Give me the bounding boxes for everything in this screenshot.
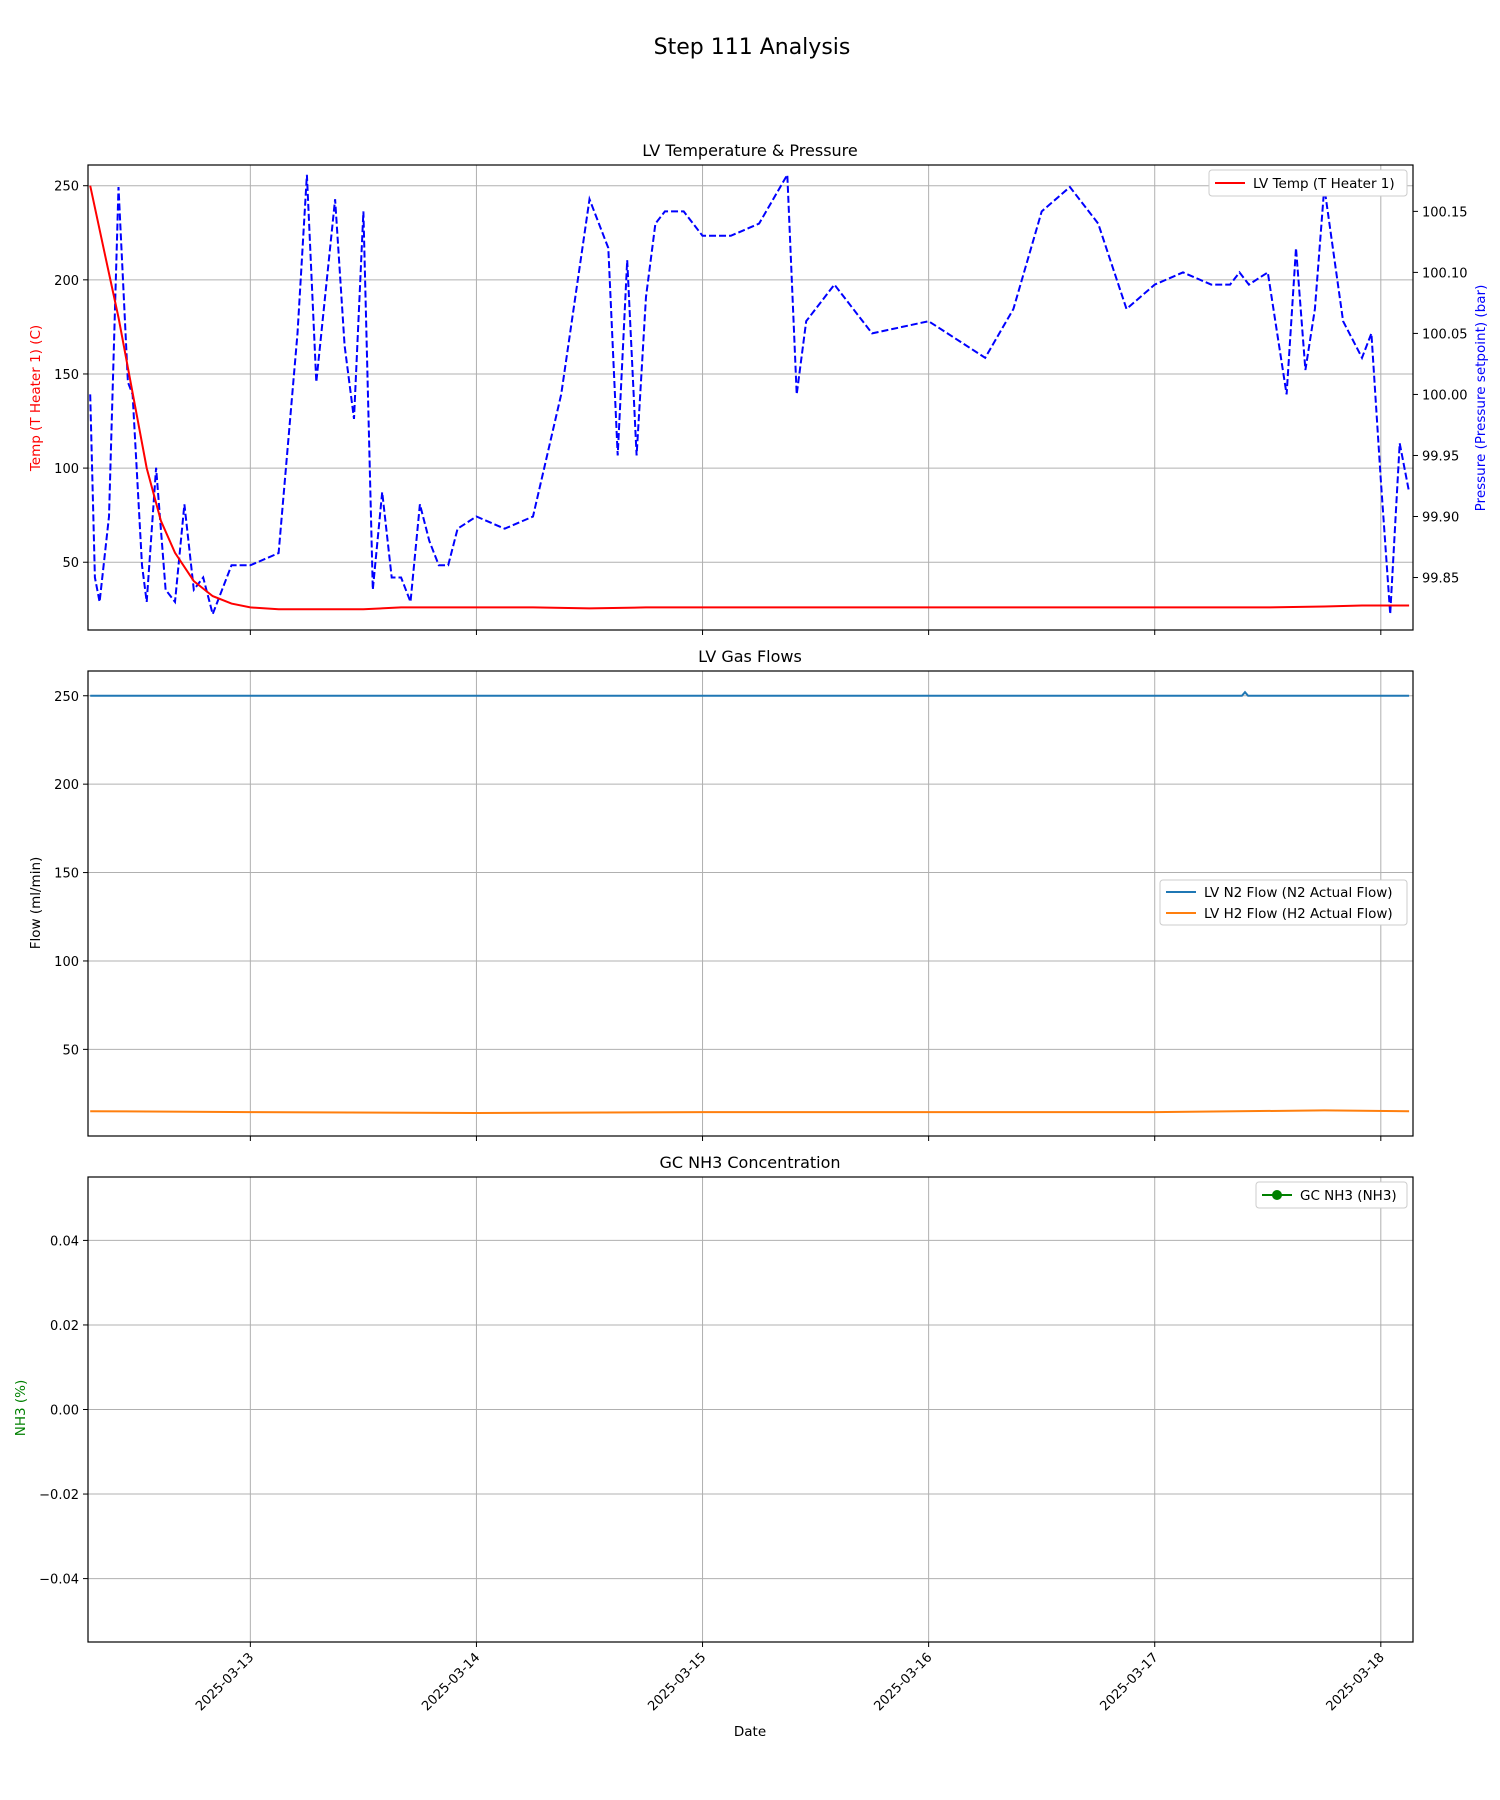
y-tick-label-right: 100.00 <box>1422 388 1468 403</box>
y-tick-label: 200 <box>54 274 79 289</box>
x-tick-label: 2025-03-17 <box>1098 1650 1162 1714</box>
x-tick-label: 2025-03-18 <box>1324 1650 1388 1714</box>
legend-entry-temp: LV Temp (T Heater 1) <box>1253 176 1395 192</box>
legend-entry-h2: LV H2 Flow (H2 Actual Flow) <box>1204 906 1393 922</box>
panel-title: GC NH3 Concentration <box>659 1153 840 1172</box>
x-tick-label: 2025-03-15 <box>645 1650 709 1714</box>
series-line-h2-flow <box>90 1109 1410 1115</box>
y-axis-label: Flow (ml/min) <box>28 857 44 950</box>
y-tick-label: 250 <box>54 180 79 195</box>
y-tick-label: 100 <box>54 462 79 477</box>
y-tick-label: 50 <box>62 1043 79 1058</box>
legend-entry-n2: LV N2 Flow (N2 Actual Flow) <box>1204 885 1393 901</box>
y-tick-label: 150 <box>54 867 79 882</box>
y-tick-label: 0.04 <box>50 1234 79 1249</box>
legend: GC NH3 (NH3) <box>1255 1181 1408 1209</box>
x-tick-label: 2025-03-16 <box>871 1650 935 1714</box>
x-axis-label: Date <box>734 1724 766 1740</box>
plot-area-frame <box>87 670 1414 1137</box>
grid <box>88 1177 1413 1642</box>
y-tick-label: 150 <box>54 368 79 383</box>
y-axis-label-right: Pressure (Pressure setpoint) (bar) <box>1473 285 1489 512</box>
series-line-pressure <box>89 171 1411 618</box>
y-tick-label: −0.04 <box>39 1573 79 1588</box>
panel-temperature-pressure: LV Temperature & Pressure 50 100 150 200 250… <box>28 141 1489 635</box>
legend-box <box>1208 169 1408 197</box>
y-tick-label: 0.02 <box>50 1319 79 1334</box>
grid <box>88 671 1413 1136</box>
panel-title: LV Gas Flows <box>698 647 802 666</box>
y-tick-label-right: 100.05 <box>1422 327 1468 342</box>
plot-area-frame <box>87 164 1414 631</box>
y-tick-label: 250 <box>54 690 79 705</box>
y-tick-label: 200 <box>54 778 79 793</box>
y-tick-labels-left: 0.04 0.02 0.00 −0.02 −0.04 <box>39 1234 79 1587</box>
x-tick-label: 2025-03-13 <box>193 1650 257 1714</box>
series-line-n2-flow <box>90 690 1410 697</box>
y-tick-label-right: 100.10 <box>1422 266 1468 281</box>
y-tick-label: 0.00 <box>50 1404 79 1419</box>
legend-marker-nh3 <box>1272 1190 1282 1200</box>
y-tick-labels-left: 50 100 150 200 250 <box>54 690 79 1059</box>
y-tick-label: 100 <box>54 955 79 970</box>
legend-entry-nh3: GC NH3 (NH3) <box>1300 1188 1397 1204</box>
panel-nh3-concentration: GC NH3 Concentration 0.04 0.02 0.00 −0.02 −0… <box>13 1153 1414 1647</box>
legend: LV Temp (T Heater 1) <box>1208 169 1408 197</box>
y-tick-label-right: 99.90 <box>1422 510 1459 525</box>
y-tick-label: 50 <box>62 556 79 571</box>
legend-box <box>1159 879 1408 926</box>
series-line-temp <box>89 185 1410 611</box>
x-tick-label: 2025-03-14 <box>419 1650 483 1714</box>
panel-gas-flows: LV Gas Flows 50 100 150 200 250 Flow (ml/min… <box>28 647 1414 1141</box>
figure-title: Step 111 Analysis <box>654 35 851 60</box>
y-tick-label-right: 100.15 <box>1422 205 1468 220</box>
panel-title: LV Temperature & Pressure <box>642 141 858 160</box>
y-axis-label: NH3 (%) <box>13 1380 29 1437</box>
legend: LV N2 Flow (N2 Actual Flow) LV H2 Flow (… <box>1159 879 1408 926</box>
y-tick-label: −0.02 <box>39 1488 79 1503</box>
y-axis-label-left: Temp (T Heater 1) (C) <box>28 325 44 472</box>
grid <box>88 165 1413 630</box>
y-tick-labels-left: 50 100 150 200 250 <box>54 180 79 572</box>
y-tick-labels-right: 99.85 99.90 99.95 100.00 100.05 100.10 100.15 <box>1422 205 1468 586</box>
y-tick-label-right: 99.85 <box>1422 572 1459 587</box>
x-tick-labels: 2025-03-13 2025-03-14 2025-03-15 2025-03-16… <box>193 1650 1388 1714</box>
y-tick-label-right: 99.95 <box>1422 449 1459 464</box>
legend-box <box>1255 1181 1408 1209</box>
